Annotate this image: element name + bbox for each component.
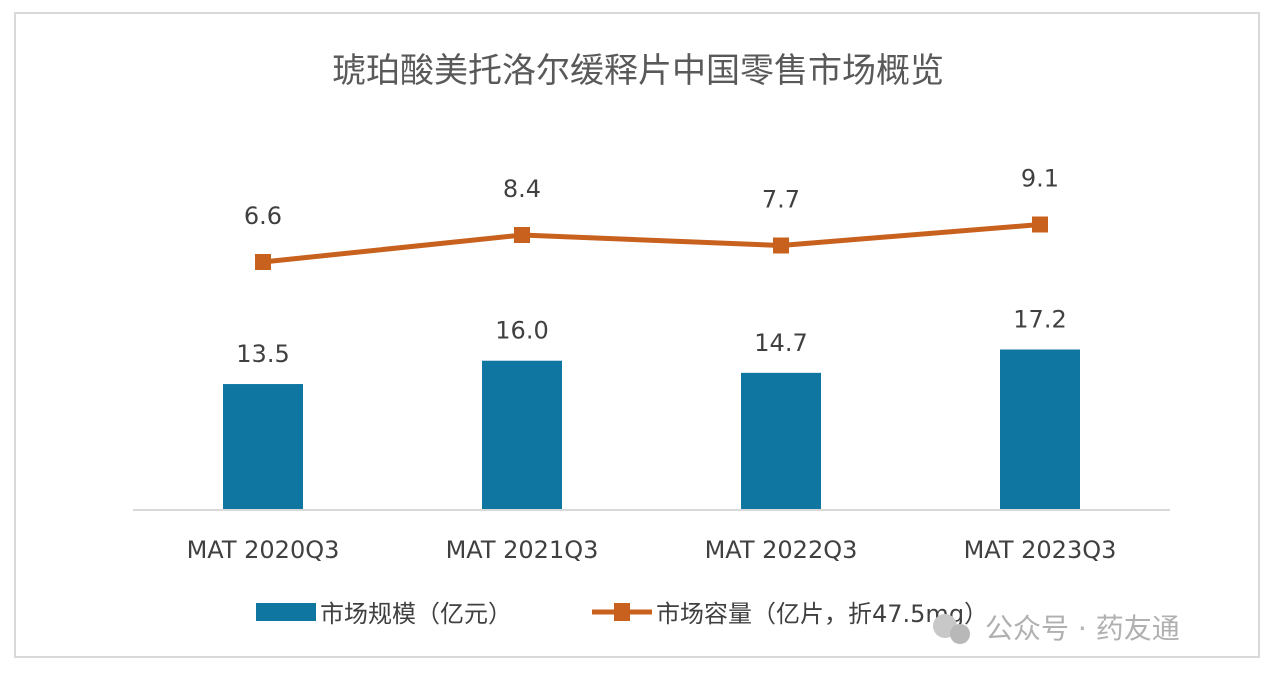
bar-data-label: 14.7 xyxy=(754,329,807,357)
line-marker xyxy=(773,237,789,254)
x-tick-label: MAT 2022Q3 xyxy=(705,536,858,564)
line-marker xyxy=(255,254,271,270)
bar xyxy=(1000,349,1080,510)
watermark: 公众号 · 药友通 xyxy=(933,612,1180,645)
x-tick-label: MAT 2021Q3 xyxy=(446,536,599,564)
bar-data-label: 17.2 xyxy=(1013,306,1066,334)
line-data-label: 9.1 xyxy=(1021,165,1059,193)
line-data-label: 8.4 xyxy=(503,175,541,203)
line-data-label: 6.6 xyxy=(244,202,282,230)
chart-title: 琥珀酸美托洛尔缓释片中国零售市场概览 xyxy=(332,51,944,91)
line-series xyxy=(262,222,1041,265)
legend-label-bar: 市场规模（亿元） xyxy=(320,600,512,628)
bar-data-label: 13.5 xyxy=(236,340,289,368)
bar-data-label: 16.0 xyxy=(495,317,548,345)
legend-marker xyxy=(614,603,630,621)
x-tick-label: MAT 2020Q3 xyxy=(187,536,340,564)
legend: 市场规模（亿元） 市场容量（亿片，折47.5mg） xyxy=(256,600,988,628)
bar xyxy=(741,372,821,510)
line-marker xyxy=(1032,216,1048,233)
bar xyxy=(482,360,562,510)
legend-label-line: 市场容量（亿片，折47.5mg） xyxy=(656,600,988,628)
line-data-label: 7.7 xyxy=(762,186,800,214)
legend-swatch-bar xyxy=(256,603,316,621)
chart-frame xyxy=(14,12,1260,658)
watermark-text: 公众号 · 药友通 xyxy=(985,612,1180,645)
bar xyxy=(223,384,303,510)
x-tick-label: MAT 2023Q3 xyxy=(964,536,1117,564)
line-marker xyxy=(514,227,530,243)
